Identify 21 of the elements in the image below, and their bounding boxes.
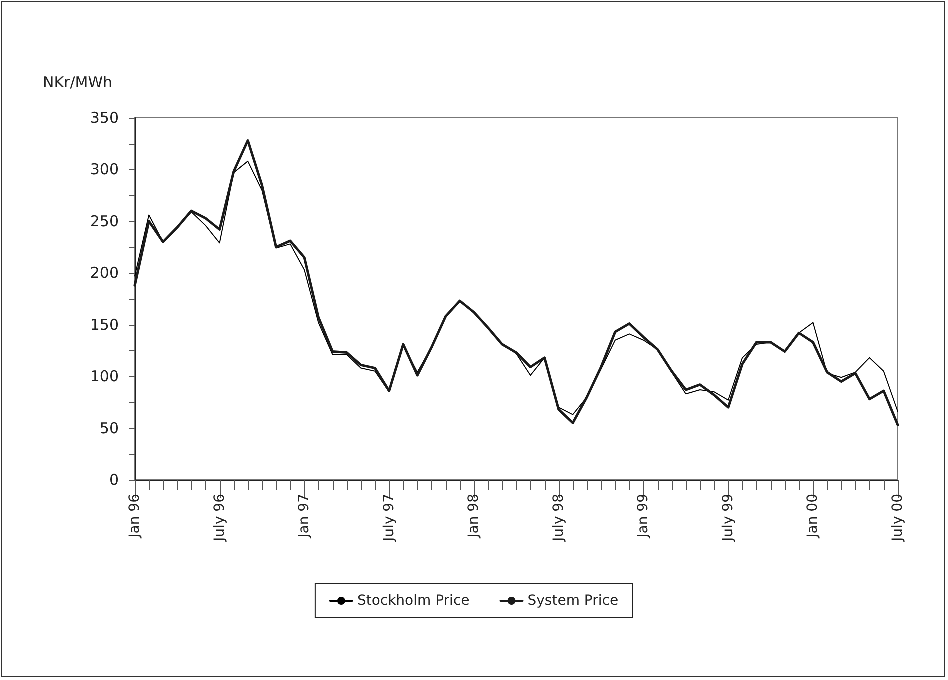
x-tick-label: Jan 98 [466,494,482,539]
y-tick-label: 200 [90,264,119,282]
y-axis-title: NKr/MWh [43,74,113,92]
y-tick-label: 350 [90,109,119,127]
y-tick-label: 0 [109,471,119,489]
y-tick-label: 150 [90,316,119,334]
legend-label: System Price [528,593,619,609]
x-tick-label: Jan 96 [127,494,143,539]
y-tick-label: 300 [90,160,119,179]
x-tick-label: July 96 [212,494,228,542]
x-tick-label: Jan 97 [296,494,313,539]
x-tick-label: Jan 00 [805,494,822,539]
x-tick-label: July 98 [550,494,567,542]
x-tick-label: July 99 [720,494,736,542]
y-tick-label: 50 [100,419,119,438]
x-tick-label: July 00 [890,494,906,542]
x-tick-label: July 97 [381,494,398,542]
y-tick-label: 250 [90,212,119,230]
y-tick-label: 100 [90,368,119,386]
x-tick-label: Jan 99 [636,494,652,539]
legend-label: Stockholm Price [357,593,470,609]
